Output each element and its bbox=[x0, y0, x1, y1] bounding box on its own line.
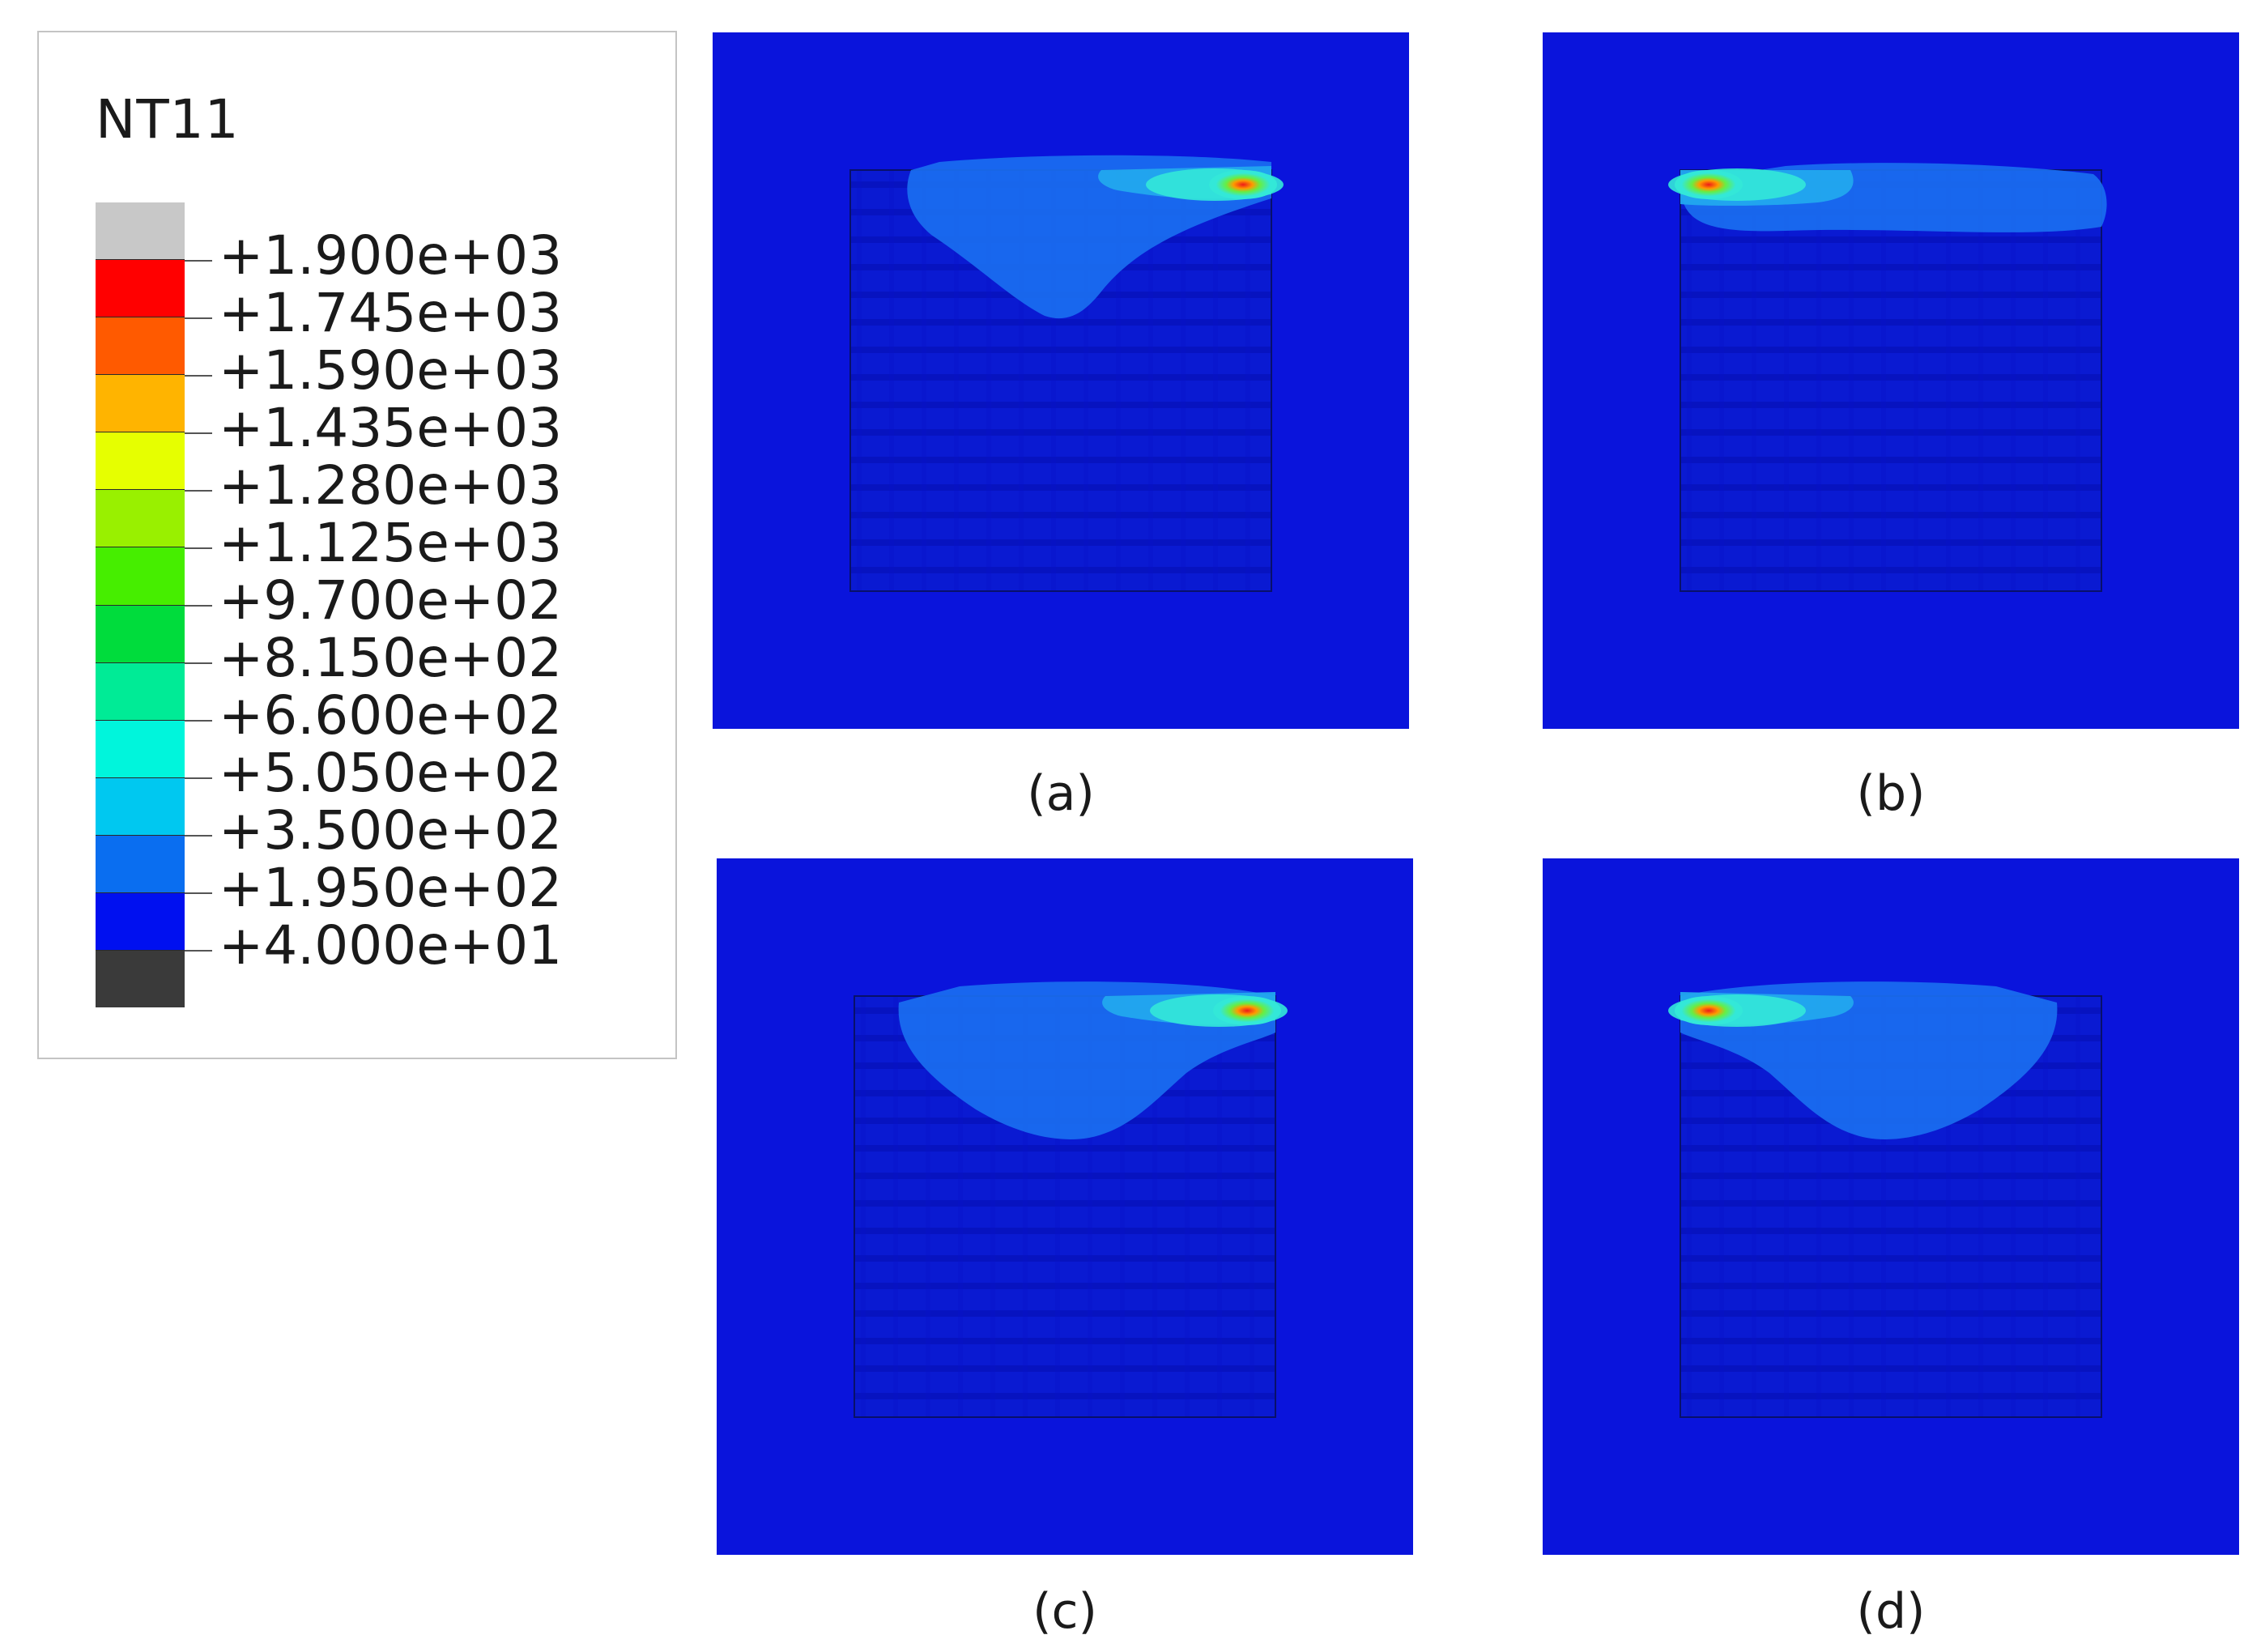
contour-plot bbox=[1543, 32, 2239, 729]
tick-label: +4.000e+01 bbox=[219, 914, 563, 977]
colorbar-band bbox=[96, 604, 185, 662]
contour-panel-a bbox=[713, 32, 1409, 729]
tick-mark bbox=[185, 432, 212, 434]
tick-mark bbox=[185, 662, 212, 664]
tick-label: +9.700e+02 bbox=[219, 569, 563, 632]
tick-label: +1.900e+03 bbox=[219, 224, 563, 287]
colorbar-band bbox=[96, 834, 185, 892]
caption-d: (d) bbox=[1856, 1583, 1926, 1640]
colorbar-band bbox=[96, 259, 185, 317]
tick-label: +1.280e+03 bbox=[219, 454, 563, 517]
tick-label: +5.050e+02 bbox=[219, 742, 563, 804]
tick-mark bbox=[185, 950, 212, 952]
tick-mark bbox=[185, 490, 212, 492]
colorbar-ticks: +1.900e+03 +1.745e+03 +1.590e+03 +1.435e+03… bbox=[185, 202, 654, 1007]
tick-label: +8.150e+02 bbox=[219, 627, 563, 689]
colorbar-band bbox=[96, 317, 185, 375]
tick-label: +1.950e+02 bbox=[219, 857, 563, 919]
tick-label: +6.600e+02 bbox=[219, 684, 563, 747]
peak-hotspot bbox=[1675, 996, 1743, 1025]
caption-b: (b) bbox=[1856, 765, 1926, 822]
colorbar-band bbox=[96, 489, 185, 547]
caption-c: (c) bbox=[1032, 1583, 1097, 1640]
colorbar-band bbox=[96, 777, 185, 835]
colorbar-band bbox=[96, 374, 185, 432]
tick-mark bbox=[185, 317, 212, 319]
tick-mark bbox=[185, 835, 212, 837]
tick-mark bbox=[185, 720, 212, 722]
colorbar-band bbox=[96, 432, 185, 490]
colorbar bbox=[96, 202, 185, 1008]
colorbar-band bbox=[96, 719, 185, 777]
colorbar-band bbox=[96, 892, 185, 951]
peak-hotspot bbox=[1209, 170, 1277, 199]
contour-panel-c bbox=[717, 858, 1413, 1555]
colorbar-band bbox=[96, 202, 185, 260]
tick-mark bbox=[185, 777, 212, 779]
colorbar-band bbox=[96, 950, 185, 1008]
contour-panel-d bbox=[1543, 858, 2239, 1555]
contour-plot bbox=[1543, 858, 2239, 1555]
tick-mark bbox=[185, 892, 212, 894]
colorbar-band bbox=[96, 547, 185, 605]
tick-mark bbox=[185, 375, 212, 377]
tick-mark bbox=[185, 605, 212, 607]
legend-title: NT11 bbox=[96, 88, 240, 151]
tick-label: +1.125e+03 bbox=[219, 512, 563, 574]
peak-hotspot bbox=[1213, 996, 1281, 1025]
tick-label: +1.745e+03 bbox=[219, 282, 563, 344]
tick-label: +1.590e+03 bbox=[219, 339, 563, 402]
contour-panel-b bbox=[1543, 32, 2239, 729]
tick-label: +3.500e+02 bbox=[219, 799, 563, 862]
colorbar-band bbox=[96, 662, 185, 720]
color-legend: NT11 +1.900e+03 +1.745e+03 +1.590e+03 +1.43… bbox=[37, 31, 677, 1059]
peak-hotspot bbox=[1675, 170, 1743, 199]
part-region bbox=[1680, 169, 2102, 592]
contour-plot bbox=[717, 858, 1413, 1555]
tick-label: +1.435e+03 bbox=[219, 397, 563, 459]
contour-plot bbox=[713, 32, 1409, 729]
caption-a: (a) bbox=[1027, 765, 1095, 822]
tick-mark bbox=[185, 260, 212, 262]
tick-mark bbox=[185, 547, 212, 549]
